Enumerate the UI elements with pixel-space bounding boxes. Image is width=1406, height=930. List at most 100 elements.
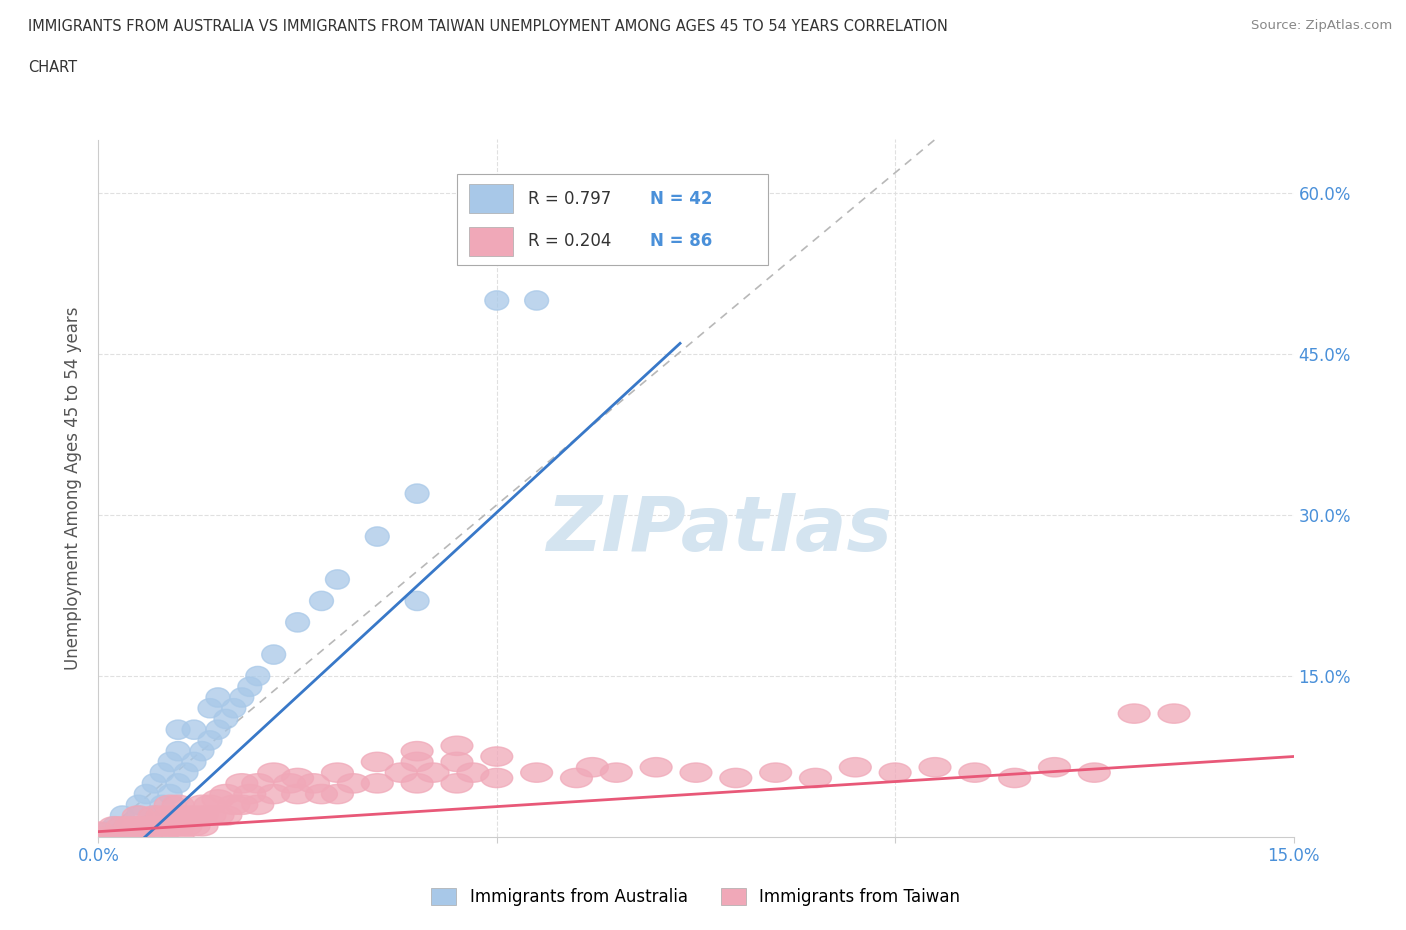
Ellipse shape bbox=[146, 806, 179, 825]
Ellipse shape bbox=[146, 817, 179, 836]
Ellipse shape bbox=[401, 741, 433, 761]
Ellipse shape bbox=[1039, 758, 1070, 777]
Ellipse shape bbox=[920, 758, 950, 777]
Ellipse shape bbox=[441, 737, 472, 755]
Ellipse shape bbox=[281, 768, 314, 788]
Ellipse shape bbox=[127, 795, 150, 815]
Ellipse shape bbox=[207, 720, 231, 739]
Ellipse shape bbox=[183, 752, 207, 772]
Ellipse shape bbox=[131, 828, 162, 846]
Legend: Immigrants from Australia, Immigrants from Taiwan: Immigrants from Australia, Immigrants fr… bbox=[425, 881, 967, 912]
Ellipse shape bbox=[681, 763, 711, 782]
Ellipse shape bbox=[366, 527, 389, 546]
Ellipse shape bbox=[170, 817, 202, 836]
Ellipse shape bbox=[166, 774, 190, 793]
Ellipse shape bbox=[138, 806, 170, 825]
Ellipse shape bbox=[246, 667, 270, 685]
Ellipse shape bbox=[401, 774, 433, 793]
Ellipse shape bbox=[1159, 704, 1189, 724]
Ellipse shape bbox=[305, 784, 337, 804]
Text: ZIPatlas: ZIPatlas bbox=[547, 493, 893, 567]
Ellipse shape bbox=[520, 763, 553, 782]
Ellipse shape bbox=[720, 768, 752, 788]
Ellipse shape bbox=[83, 822, 114, 842]
Ellipse shape bbox=[361, 774, 394, 793]
Ellipse shape bbox=[233, 784, 266, 804]
Ellipse shape bbox=[186, 817, 218, 836]
Ellipse shape bbox=[441, 774, 472, 793]
Text: N = 86: N = 86 bbox=[650, 232, 711, 250]
Ellipse shape bbox=[405, 484, 429, 503]
Text: R = 0.204: R = 0.204 bbox=[529, 232, 612, 250]
Ellipse shape bbox=[87, 828, 111, 846]
Ellipse shape bbox=[202, 806, 233, 825]
Ellipse shape bbox=[194, 806, 226, 825]
Ellipse shape bbox=[401, 752, 433, 772]
Ellipse shape bbox=[179, 817, 209, 836]
Ellipse shape bbox=[94, 822, 118, 842]
Ellipse shape bbox=[198, 698, 222, 718]
Ellipse shape bbox=[524, 291, 548, 310]
Ellipse shape bbox=[127, 828, 150, 846]
Ellipse shape bbox=[198, 731, 222, 751]
Ellipse shape bbox=[325, 570, 350, 589]
Ellipse shape bbox=[98, 828, 131, 846]
Ellipse shape bbox=[114, 817, 146, 836]
Ellipse shape bbox=[238, 677, 262, 697]
Ellipse shape bbox=[155, 806, 186, 825]
FancyBboxPatch shape bbox=[457, 175, 768, 265]
Ellipse shape bbox=[122, 817, 155, 836]
Ellipse shape bbox=[576, 758, 609, 777]
Y-axis label: Unemployment Among Ages 45 to 54 years: Unemployment Among Ages 45 to 54 years bbox=[65, 307, 83, 670]
Text: CHART: CHART bbox=[28, 60, 77, 75]
Ellipse shape bbox=[640, 758, 672, 777]
Ellipse shape bbox=[226, 795, 257, 815]
Ellipse shape bbox=[262, 644, 285, 664]
Ellipse shape bbox=[214, 710, 238, 728]
Ellipse shape bbox=[150, 795, 174, 815]
Ellipse shape bbox=[202, 790, 233, 809]
Ellipse shape bbox=[481, 747, 513, 766]
Ellipse shape bbox=[441, 752, 472, 772]
Ellipse shape bbox=[481, 768, 513, 788]
Ellipse shape bbox=[107, 817, 138, 836]
Bar bbox=[470, 184, 513, 213]
Ellipse shape bbox=[159, 752, 183, 772]
Ellipse shape bbox=[179, 806, 209, 825]
Ellipse shape bbox=[457, 763, 489, 782]
Ellipse shape bbox=[1078, 763, 1111, 782]
Ellipse shape bbox=[242, 774, 274, 793]
Ellipse shape bbox=[800, 768, 831, 788]
Ellipse shape bbox=[114, 828, 146, 846]
Ellipse shape bbox=[146, 828, 179, 846]
Ellipse shape bbox=[150, 763, 174, 782]
Ellipse shape bbox=[959, 763, 991, 782]
Ellipse shape bbox=[561, 768, 592, 788]
Ellipse shape bbox=[122, 806, 155, 825]
Ellipse shape bbox=[118, 817, 142, 836]
Ellipse shape bbox=[322, 784, 353, 804]
Ellipse shape bbox=[242, 795, 274, 815]
Ellipse shape bbox=[162, 795, 194, 815]
Ellipse shape bbox=[257, 784, 290, 804]
Ellipse shape bbox=[162, 817, 194, 836]
Ellipse shape bbox=[281, 784, 314, 804]
Ellipse shape bbox=[127, 806, 150, 825]
Ellipse shape bbox=[138, 817, 170, 836]
Ellipse shape bbox=[155, 817, 186, 836]
Ellipse shape bbox=[111, 806, 135, 825]
Ellipse shape bbox=[285, 613, 309, 632]
Ellipse shape bbox=[155, 795, 186, 815]
Ellipse shape bbox=[103, 817, 127, 836]
Ellipse shape bbox=[274, 774, 305, 793]
Ellipse shape bbox=[142, 774, 166, 793]
Ellipse shape bbox=[98, 817, 131, 836]
Ellipse shape bbox=[337, 774, 370, 793]
Ellipse shape bbox=[162, 828, 194, 846]
Ellipse shape bbox=[298, 774, 329, 793]
Ellipse shape bbox=[361, 752, 394, 772]
Ellipse shape bbox=[998, 768, 1031, 788]
Ellipse shape bbox=[190, 741, 214, 761]
Ellipse shape bbox=[159, 784, 183, 804]
Ellipse shape bbox=[309, 591, 333, 611]
